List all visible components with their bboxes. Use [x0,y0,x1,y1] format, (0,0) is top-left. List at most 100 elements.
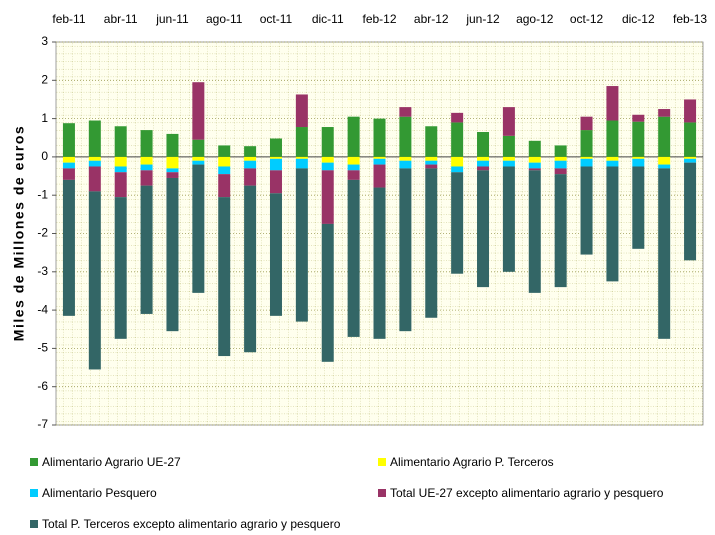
bar-segment [580,130,593,157]
legend-swatch [30,458,38,466]
x-tick-label: jun-12 [465,12,500,26]
bar-segment [114,172,127,198]
bar-segment [347,164,360,171]
bar-segment [244,185,257,353]
bar-segment [140,130,153,157]
bar-segment [140,156,153,165]
bar-segment [192,164,205,293]
bar-segment [321,223,334,362]
bar-segment [606,160,619,167]
bar-segment [192,156,205,161]
bar-segment [269,170,282,194]
bar-segment [477,156,490,161]
bar-segment [218,156,231,167]
bar-segment [528,156,541,163]
bar-segment [269,156,282,159]
bar-segment [399,156,412,161]
bar-segment [554,145,567,157]
y-tick-label: -4 [37,302,48,316]
bar-segment [502,156,515,161]
chart: Miles de Millones de euros -7 -6 -5 -4 -3 -2 -… [11,12,708,431]
bar-segment [347,116,360,157]
bar-segment [321,127,334,157]
legend-swatch [30,520,38,528]
bar-segment [632,158,645,167]
x-tick-label: abr-11 [104,12,138,26]
bar-segment [269,193,282,316]
bar-segment [580,116,593,131]
bar-segment [295,168,308,322]
bar-segment [684,99,697,123]
bar-segment [632,114,645,122]
bar-segment [528,170,541,293]
x-tick-label: ago-12 [516,12,554,26]
bar-segment [684,156,697,159]
bar-segment [166,172,179,178]
bar-segment [451,156,464,167]
x-tick-label: ago-11 [206,12,243,26]
bar-segment [192,160,205,165]
bar-segment [88,120,101,157]
bar-segment [399,168,412,332]
bar-segment [347,170,360,180]
x-tick-label: jun-11 [155,12,189,26]
bar-segment [321,156,334,163]
x-tick-label: oct-12 [570,12,604,26]
bar-segment [295,127,308,157]
bar-segment [218,145,231,157]
bar-segment [528,162,541,169]
bar-segment [244,168,257,186]
bar-segment [166,168,179,173]
bar-segment [62,156,75,163]
bar-segment [269,158,282,171]
bar-segment [62,162,75,169]
bar-segment [502,135,515,157]
bar-segment [502,107,515,136]
y-axis-label: Miles de Millones de euros [11,125,27,341]
legend-label: Alimentario Agrario P. Terceros [390,455,554,469]
bar-segment [244,146,257,157]
bar-segment [166,133,179,157]
bar-segment [425,160,438,165]
x-tick-label: feb-12 [362,12,396,26]
bar-segment [295,158,308,169]
bar-segment [684,162,697,261]
bar-segment [425,164,438,169]
y-tick-label: -5 [37,341,48,355]
bar-segment [580,158,593,167]
bar-segment [192,139,205,157]
bar-segment [477,160,490,167]
legend-item: Total UE-27 excepto alimentario agrario … [378,486,663,500]
bar-segment [62,168,75,180]
bar-segment [658,109,671,117]
bar-segment [269,138,282,157]
legend-swatch [30,489,38,497]
bar-segment [244,156,257,161]
bar-segment [554,168,567,175]
bar-segment [88,156,101,161]
bar-segment [554,160,567,169]
x-tick-label: feb-11 [52,12,85,26]
bar-segment [658,116,671,157]
bar-segment [88,191,101,370]
legend-item: Alimentario Pesquero [30,486,157,500]
x-tick-label: abr-12 [414,12,449,26]
legend-item: Total P. Terceros excepto alimentario ag… [30,517,340,531]
bar-segment [321,170,334,224]
bar-segment [606,156,619,161]
bar-segment [321,162,334,171]
bar-segment [373,164,386,188]
bar-segment [580,166,593,255]
bar-segment [451,112,464,123]
bar-segment [477,132,490,157]
y-tick-label: 2 [41,72,48,86]
x-tick-label: dic-12 [622,12,655,26]
y-tick-label: 1 [41,111,48,125]
bar-segment [451,122,464,157]
bar-segment [373,118,386,157]
bar-segment [554,156,567,161]
bar-segment [425,156,438,161]
bar-segment [451,172,464,274]
bar-segment [528,140,541,157]
bar-segment [658,168,671,339]
